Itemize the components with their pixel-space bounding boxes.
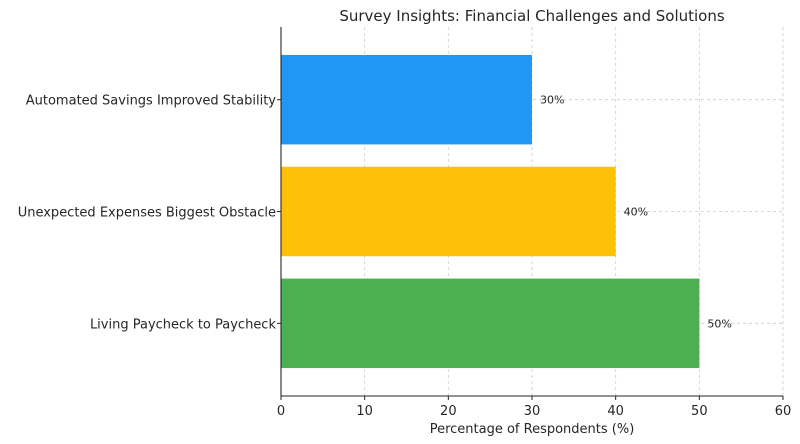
x-axis-title: Percentage of Respondents (%) (430, 422, 635, 437)
chart-title: Survey Insights: Financial Challenges an… (339, 7, 725, 25)
x-tick-label: 30 (524, 404, 541, 419)
category-label: Unexpected Expenses Biggest Obstacle (18, 206, 276, 221)
data-label: 50% (707, 317, 731, 330)
data-label: 30% (540, 94, 564, 107)
category-label: Living Paycheck to Paycheck (90, 317, 277, 332)
x-tick-label: 20 (440, 404, 457, 419)
data-label: 40% (624, 206, 648, 219)
category-labels: Living Paycheck to Paycheck Unexpected Ex… (18, 94, 277, 333)
axes: 0 10 20 30 40 50 60 (277, 27, 791, 419)
x-tick-label: 0 (277, 404, 285, 419)
x-tick-label: 50 (691, 404, 708, 419)
bar (281, 278, 700, 369)
bar (281, 54, 532, 145)
x-tick-label: 60 (775, 404, 792, 419)
data-labels: 50% 40% 30% (540, 94, 732, 331)
bar (281, 166, 616, 257)
x-tick-label: 10 (356, 404, 373, 419)
bars (281, 54, 700, 369)
x-tick-label: 40 (607, 404, 624, 419)
category-label: Automated Savings Improved Stability (26, 94, 277, 109)
